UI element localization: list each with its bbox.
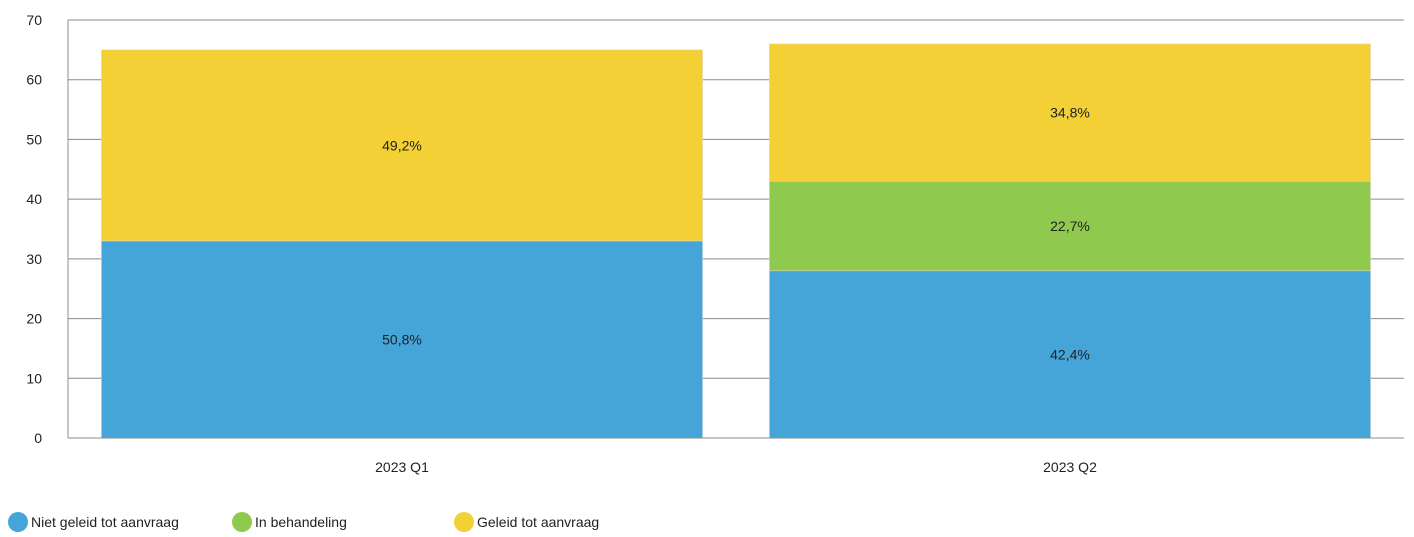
axes: 0 10 20 30 40 50 60 70 2023 Q1 2023 Q2 [26, 12, 1404, 475]
bar-segment [769, 43, 1371, 182]
bar-segment [769, 180, 1371, 272]
data-label: 42,4% [1050, 346, 1090, 362]
legend-label: Geleid tot aanvraag [477, 514, 600, 530]
data-label: 22,7% [1050, 218, 1090, 234]
bar-segment [101, 49, 703, 242]
x-tick-label: 2023 Q2 [1043, 459, 1097, 475]
y-tick-label: 20 [26, 311, 42, 327]
y-tick-label: 50 [26, 131, 42, 147]
data-label: 50,8% [382, 331, 422, 347]
chart-plot: 50,8% 49,2% 42,4% 22,7% 34,8% 0 10 20 30 40 50 60 7… [26, 12, 1404, 475]
legend-label: In behandeling [255, 514, 347, 530]
data-label: 49,2% [382, 137, 422, 153]
legend-item[interactable]: Geleid tot aanvraag [454, 512, 599, 532]
y-tick-label: 70 [26, 12, 42, 28]
legend-swatch [232, 512, 252, 532]
data-label: 34,8% [1050, 105, 1090, 121]
bar-segment [769, 270, 1371, 439]
legend-label: Niet geleid tot aanvraag [31, 514, 179, 530]
y-tick-label: 60 [26, 72, 42, 88]
y-tick-label: 30 [26, 251, 42, 267]
legend-item[interactable]: Niet geleid tot aanvraag [8, 512, 179, 532]
x-tick-label: 2023 Q1 [375, 459, 429, 475]
y-tick-label: 0 [34, 430, 42, 446]
legend-swatch [454, 512, 474, 532]
bars: 50,8% 49,2% 42,4% 22,7% 34,8% [101, 43, 1371, 439]
y-tick-label: 10 [26, 370, 42, 386]
y-tick-label: 40 [26, 191, 42, 207]
legend-item[interactable]: In behandeling [232, 512, 347, 532]
legend-swatch [8, 512, 28, 532]
